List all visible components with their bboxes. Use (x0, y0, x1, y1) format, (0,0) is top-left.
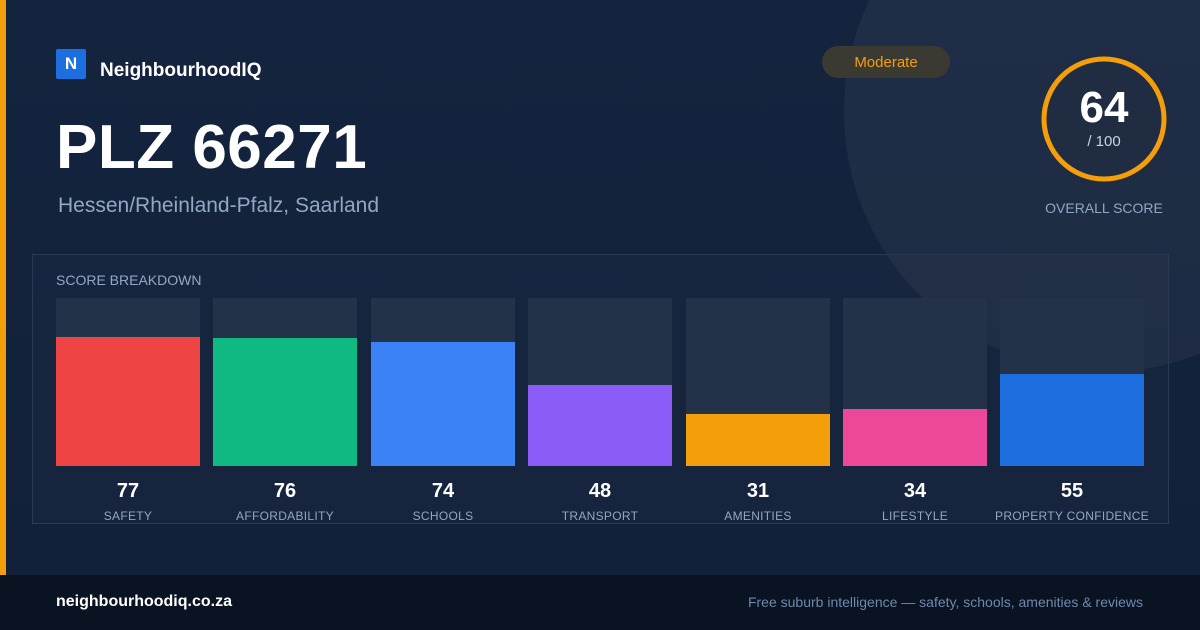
bar-fill (528, 385, 672, 466)
bar-label: SCHOOLS (412, 509, 474, 523)
brand-logo-icon: N (56, 49, 86, 79)
bar-fill (686, 413, 830, 466)
score-breakdown-title: SCORE BREAKDOWN (56, 272, 202, 288)
bar-track (843, 298, 987, 466)
bar-value: 55 (1060, 480, 1084, 502)
score-ring-background (1038, 53, 1170, 185)
brand-name: NeighbourhoodIQ (100, 60, 262, 81)
footer-tagline: Free suburb intelligence — safety, schoo… (747, 594, 1143, 610)
bar-value: 74 (431, 480, 455, 502)
bar-fill (1000, 373, 1144, 466)
footer-domain: neighbourhoodiq.co.za (56, 593, 232, 610)
bar-fill (843, 408, 987, 466)
rating-badge: Moderate (822, 46, 950, 78)
footer (0, 575, 1200, 630)
bar-fill (213, 338, 357, 466)
bar-value: 31 (746, 480, 770, 502)
overall-score-max: / 100 (1087, 133, 1121, 150)
bar-label: AFFORDABILITY (236, 509, 334, 523)
bar-label: PROPERTY CONFIDENCE (995, 509, 1149, 523)
bar-label: AMENITIES (724, 509, 792, 523)
accent-bar (0, 0, 6, 575)
bar-track (686, 298, 830, 466)
overall-score-ring (1038, 53, 1170, 185)
bar-value: 34 (903, 480, 927, 502)
bar-track (528, 298, 672, 466)
bar-track (371, 298, 515, 466)
bar-label: TRANSPORT (561, 509, 639, 523)
bar-fill (56, 336, 200, 466)
bar-value: 76 (273, 480, 297, 502)
bar-track (1000, 298, 1144, 466)
location-subtitle: Hessen/Rheinland-Pfalz, Saarland (58, 194, 380, 217)
bar-value: 48 (588, 480, 612, 502)
overall-score-label: OVERALL SCORE (1045, 200, 1163, 216)
bar-label: LIFESTYLE (881, 509, 949, 523)
bar-value: 77 (116, 480, 140, 502)
bar-label: SAFETY (103, 509, 153, 523)
score-ring-progress (1041, 56, 1167, 182)
bar-track (56, 298, 200, 466)
bar-fill (371, 341, 515, 466)
overall-score-value: 64 (1079, 83, 1129, 132)
score-breakdown-panel (32, 254, 1169, 524)
page-title: PLZ 66271 (56, 113, 368, 182)
bar-track (213, 298, 357, 466)
brand: N NeighbourhoodIQ (56, 46, 261, 82)
